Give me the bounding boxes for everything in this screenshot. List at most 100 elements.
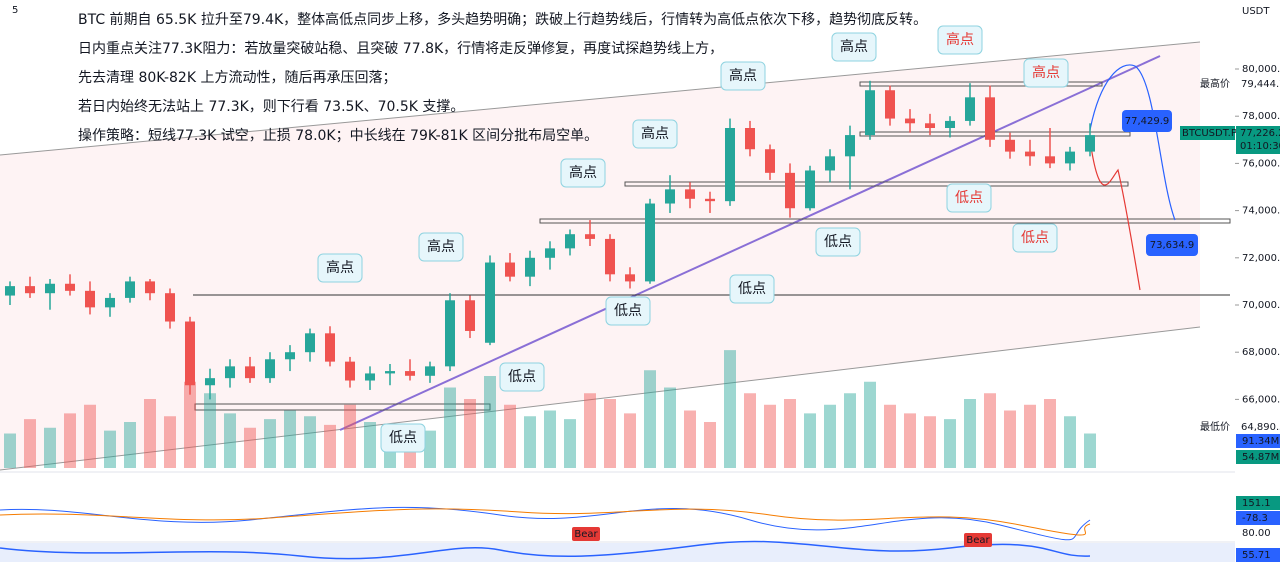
candle-body <box>605 238 615 275</box>
marker-box <box>815 227 861 257</box>
candle-body <box>645 203 655 282</box>
axis-tag <box>1236 450 1280 464</box>
lowest-label: 最低价 <box>1200 420 1230 433</box>
marker-label: 高点 <box>1032 64 1060 81</box>
marker-box <box>418 232 464 262</box>
candle-body <box>965 97 975 121</box>
volume-bar <box>664 387 676 468</box>
axis-tag-label: 151.1 <box>1242 498 1271 509</box>
marker-label: 高点 <box>427 238 455 255</box>
candle-body <box>305 333 315 353</box>
symbol-box <box>1180 126 1235 140</box>
marker-box <box>946 183 992 213</box>
support-zone <box>539 218 1231 224</box>
volume-bar <box>744 393 756 468</box>
candle-body <box>885 90 895 119</box>
marker-box <box>1023 58 1069 88</box>
trend-line <box>339 55 1161 431</box>
axis-tag-label: 55.71 <box>1242 550 1271 561</box>
volume-bar <box>844 393 856 468</box>
macd-line <box>0 506 1091 541</box>
volume-bar <box>444 387 456 468</box>
marker-label: 低点 <box>824 234 852 250</box>
volume-bar <box>324 424 336 468</box>
y-tick-label: 80,000.0 <box>1242 64 1280 75</box>
volume-bar <box>144 399 156 468</box>
volume-bar <box>1044 399 1056 468</box>
volume-bar <box>1024 404 1036 468</box>
marker-label: 高点 <box>946 31 974 48</box>
volume-bar <box>124 422 136 468</box>
channel-shade <box>0 42 1200 470</box>
candle-body <box>945 120 955 129</box>
volume-bar <box>364 422 376 468</box>
price-axis <box>1235 0 1280 562</box>
candle-body <box>505 262 515 277</box>
volume-bar <box>264 419 276 468</box>
volume-bar <box>644 370 656 468</box>
y-tick-label: 70,000.0 <box>1242 300 1280 311</box>
channel-bottom <box>0 326 1201 471</box>
candle-body <box>825 156 835 171</box>
symbol-name: BTCUSDT.P <box>1182 128 1237 139</box>
y-tick-label: 68,000.0 <box>1242 347 1280 358</box>
candle-body <box>725 128 735 202</box>
candle-body <box>165 293 175 322</box>
axis-tag <box>1236 548 1280 562</box>
signal-line <box>0 508 1091 536</box>
marker-label: 高点 <box>326 259 354 276</box>
y-tick-label: 76,000.0 <box>1242 158 1280 169</box>
candle-body <box>105 297 115 308</box>
marker-box <box>1012 223 1058 253</box>
volume-bar <box>784 399 796 468</box>
candle-body <box>285 352 295 360</box>
volume-bar <box>1084 433 1096 468</box>
volume-bar <box>884 404 896 468</box>
marker-label: 低点 <box>1021 230 1049 246</box>
marker-box <box>632 119 678 149</box>
projection-path <box>1089 64 1176 221</box>
axis-tag-label: 91.34M <box>1242 436 1279 447</box>
volume-bar <box>4 433 16 468</box>
resistance-zone <box>624 181 1129 187</box>
marker-label: 高点 <box>729 67 757 84</box>
marker-label: 低点 <box>738 281 766 297</box>
volume-bar <box>984 393 996 468</box>
signal-box <box>964 533 992 547</box>
interval: 5 <box>12 5 18 16</box>
annotation-note: 若日内始终无法站上 77.3K，则下行看 73.5K、70.5K 支撑。 <box>78 99 464 115</box>
volume-bar <box>104 430 116 468</box>
candle-body <box>425 366 435 376</box>
volume-bar <box>544 410 556 468</box>
candle-body <box>1025 151 1035 157</box>
marker-box <box>605 296 651 326</box>
y-tick-label: 78,000.0 <box>1242 111 1280 122</box>
candle-body <box>365 373 375 381</box>
candle-body <box>185 321 195 386</box>
candle-body <box>345 361 355 381</box>
marker-box <box>831 32 877 62</box>
volume-bar <box>424 430 436 468</box>
y-tick-label: 72,000.0 <box>1242 253 1280 264</box>
candle-body <box>865 90 875 136</box>
axis-tag <box>1236 496 1280 510</box>
annotation-note: BTC 前期自 65.5K 拉升至79.4K，整体高低点同步上移，多头趋势明确；… <box>78 11 927 28</box>
marker-label: 低点 <box>508 369 536 385</box>
candle-body <box>445 300 455 367</box>
volume-bar <box>464 399 476 468</box>
candle-body <box>85 290 95 308</box>
axis-tag-label: 54.87M <box>1242 452 1279 463</box>
marker-box <box>380 423 426 453</box>
volume-bar <box>64 413 76 468</box>
marker-box <box>499 362 545 392</box>
volume-bar <box>1004 410 1016 468</box>
volume-bar <box>84 404 96 468</box>
marker-box <box>729 274 775 304</box>
volume-bar <box>944 419 956 468</box>
candle-body <box>405 371 415 376</box>
candle-body <box>1085 135 1095 152</box>
lowest-value: 64,890.3 <box>1241 422 1280 433</box>
target-box <box>1146 234 1198 256</box>
volume-bar <box>284 410 296 468</box>
marker-label: 高点 <box>641 125 669 142</box>
